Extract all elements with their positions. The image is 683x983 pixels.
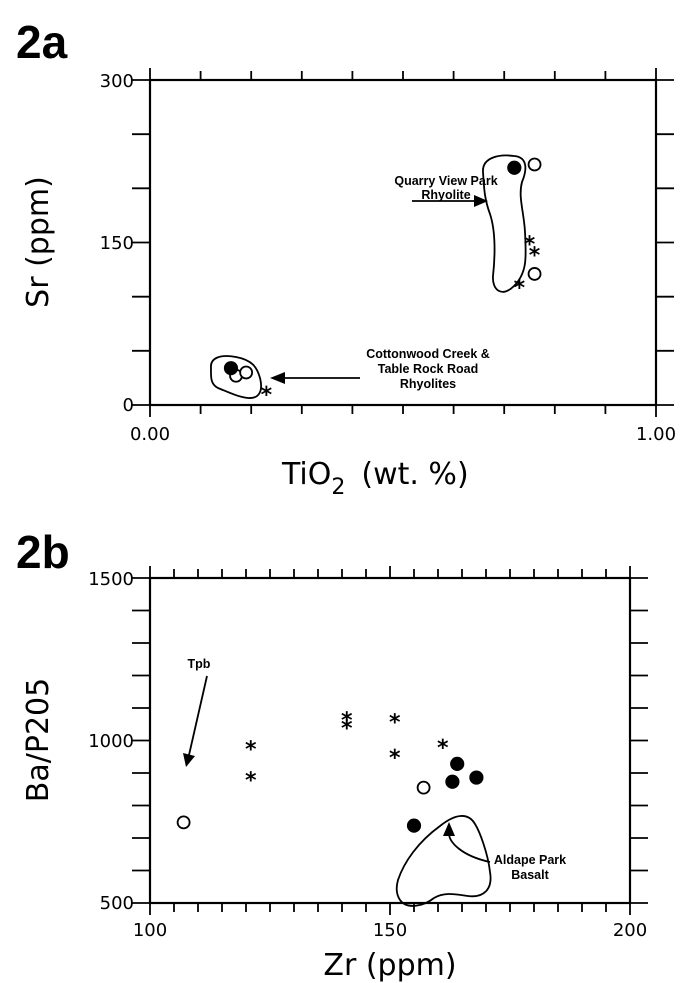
data-point-asterisk: * (529, 243, 541, 268)
x-axis-title-2a: TiO2 (wt. %) (281, 457, 469, 500)
data-point-filled-circle (445, 774, 460, 789)
y-tick-label-1000: 1000 (88, 731, 134, 752)
y-axis-title-2a: Sr (ppm) (21, 176, 56, 308)
data-point-filled-circle (450, 756, 465, 772)
annotation-quarry-line2: Rhyolite (421, 188, 470, 202)
quarry-view-park-outline (482, 154, 527, 293)
x-title-main: TiO (281, 457, 331, 492)
y-tick-label-1500: 1500 (88, 569, 134, 590)
ticks-2a (132, 68, 674, 417)
x-tick-label-100: 100 (133, 920, 167, 941)
data-point-open-circle (527, 267, 542, 281)
data-point-open-circle (527, 157, 542, 172)
data-point-asterisk: * (389, 710, 401, 735)
data-point-asterisk: * (245, 769, 257, 794)
panel-2b: 2b 1500 1000 500 100 150 200 Ba/P205 Zr … (16, 526, 648, 983)
data-point-asterisk: * (524, 233, 536, 258)
x-tick-label-150: 150 (373, 920, 407, 941)
data-point-asterisk: * (389, 746, 401, 771)
data-point-asterisk: * (341, 708, 353, 733)
y-tick-label-150: 150 (100, 233, 134, 254)
annotation-aldape-line1: Aldape Park (494, 853, 566, 867)
annotation-quarry-line1: Quarry View Park (394, 174, 497, 188)
data-point-asterisk: * (514, 276, 526, 301)
arrowhead-tpb (183, 753, 195, 767)
arrow-tpb (188, 675, 208, 756)
aldape-park-outline (395, 815, 492, 907)
x-title-units: (wt. %) (361, 457, 468, 492)
data-point-open-circle (416, 780, 431, 795)
x-title-subscript: 2 (331, 475, 345, 500)
cottonwood-creek-outline (210, 355, 262, 399)
x-tick-label-200: 200 (613, 920, 647, 941)
x-tick-label-0: 0.00 (130, 424, 170, 445)
data-point-filled-circle (406, 818, 422, 833)
arrowhead-cottonwood (270, 372, 285, 384)
data-point-filled-circle (223, 361, 239, 376)
data-point-asterisk: * (437, 736, 449, 761)
annotation-aldape-line2: Basalt (511, 868, 549, 882)
y-axis-title-2b: Ba/P205 (21, 678, 56, 802)
panel-label-2b: 2b (16, 526, 70, 578)
arrowhead-aldape (443, 822, 455, 836)
annotation-cottonwood-line3: Rhyolites (400, 377, 456, 391)
y-tick-label-0: 0 (123, 395, 134, 416)
annotation-cottonwood-line2: Table Rock Road (378, 362, 478, 376)
data-point-filled-circle (507, 160, 522, 175)
data-point-open-circle (176, 815, 191, 830)
panel-label-2a: 2a (16, 16, 68, 68)
y-tick-label-300: 300 (100, 71, 134, 92)
arrowhead-quarry (474, 195, 488, 207)
panel-2a: 2a 300 150 0 0.00 1.00 Sr (ppm) TiO2 (wt.… (16, 16, 676, 500)
x-tick-label-1: 1.00 (636, 424, 676, 445)
data-points-2a: **** (223, 157, 542, 408)
x-axis-title-2b: Zr (ppm) (323, 948, 456, 983)
annotation-cottonwood-line1: Cottonwood Creek & (366, 347, 490, 361)
data-point-filled-circle (469, 770, 484, 785)
data-point-open-circle (239, 365, 254, 380)
y-tick-label-500: 500 (100, 893, 134, 914)
annotation-tpb: Tpb (188, 657, 211, 671)
ticks-2b (132, 566, 648, 915)
data-point-asterisk: * (341, 717, 353, 742)
data-points-2b: **** ** * (176, 708, 484, 833)
data-point-asterisk: * (245, 738, 257, 763)
data-point-asterisk: * (261, 383, 273, 408)
